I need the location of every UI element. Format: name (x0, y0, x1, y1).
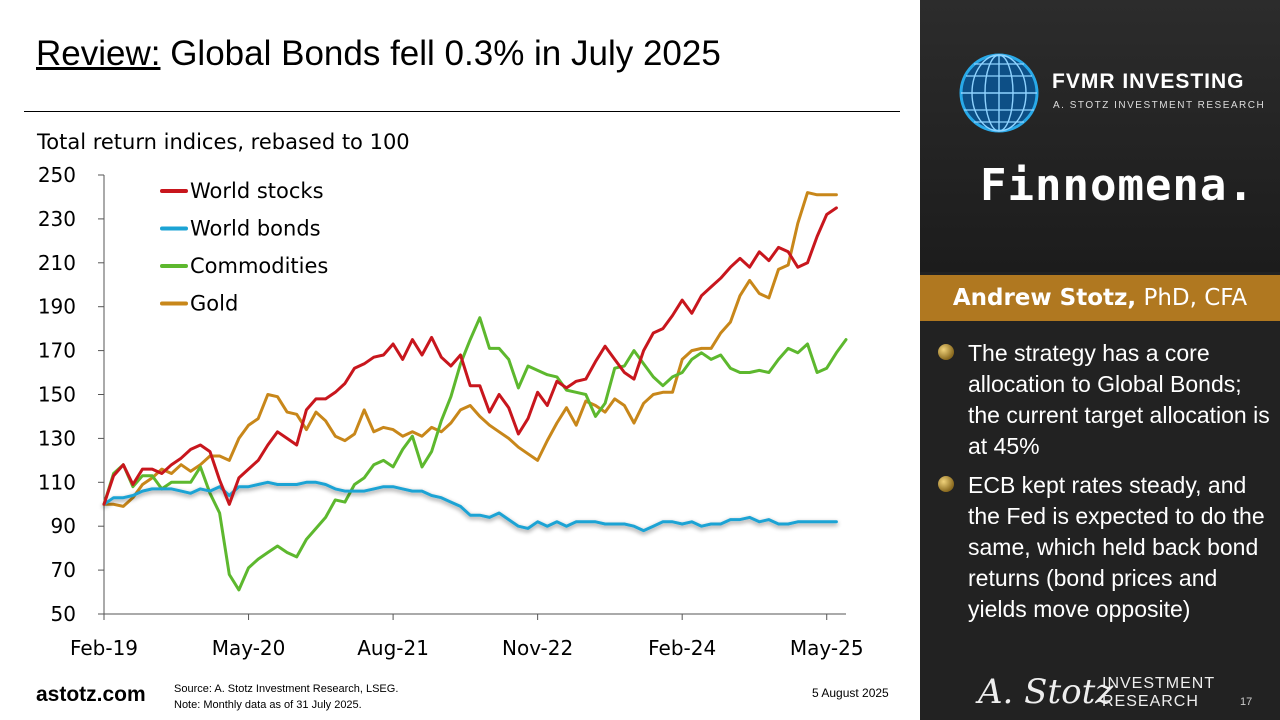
y-tick-label: 110 (38, 470, 76, 494)
brand-name: FVMR INVESTING (1052, 70, 1245, 93)
series-line-commodities (102, 316, 848, 592)
x-tick-label: Feb-19 (70, 636, 138, 660)
signature-logo: A. Stotz (978, 672, 1114, 712)
y-tick-label: 70 (51, 558, 76, 582)
bullet-text: The strategy has a core allocation to Gl… (968, 340, 1270, 459)
legend-label: Gold (190, 292, 238, 316)
source-text: Source: A. Stotz Investment Research, LS… (174, 683, 399, 695)
signature-line: INVESTMENT (1102, 675, 1216, 692)
chart-title: Total return indices, rebased to 100 (37, 130, 410, 154)
author-name: Andrew Stotz, (952, 285, 1137, 311)
right-panel: FVMR INVESTING A. STOTZ INVESTMENT RESEA… (920, 0, 1280, 720)
legend-label: World bonds (190, 217, 321, 241)
signature-line: RESEARCH (1102, 693, 1199, 710)
globe-icon (959, 53, 1039, 133)
title-prefix: Review: (36, 34, 161, 73)
footer-source: Source: A. Stotz Investment Research, LS… (174, 681, 398, 713)
x-tick-label: Feb-24 (648, 636, 716, 660)
brand-subtitle: A. STOTZ INVESTMENT RESEARCH (1053, 100, 1266, 111)
y-tick-label: 250 (38, 163, 76, 187)
bullet-list: The strategy has a core allocation to Gl… (938, 338, 1274, 633)
y-tick-label: 130 (38, 426, 76, 450)
bullet-item: ECB kept rates steady, and the Fed is ex… (938, 470, 1274, 625)
y-tick-label: 210 (38, 251, 76, 275)
note-text: Note: Monthly data as of 31 July 2025. (174, 699, 362, 711)
y-tick-label: 150 (38, 383, 76, 407)
series-line-world-bonds (102, 480, 838, 533)
brand-area (920, 0, 1280, 272)
bullet-icon (938, 476, 954, 492)
author-credentials: PhD, CFA (1136, 285, 1248, 311)
x-tick-label: Aug-21 (357, 636, 429, 660)
title-divider (24, 111, 900, 112)
y-tick-label: 90 (51, 514, 76, 538)
bullet-icon (938, 344, 954, 360)
series-line-gold (102, 191, 838, 508)
y-tick-label: 50 (51, 602, 76, 626)
x-tick-label: May-25 (790, 636, 864, 660)
x-tick-label: May-20 (212, 636, 286, 660)
title-rest: Global Bonds fell 0.3% in July 2025 (160, 34, 721, 73)
y-tick-label: 170 (38, 339, 76, 363)
slide-title: Review: Global Bonds fell 0.3% in July 2… (36, 34, 721, 74)
series-line-world-stocks (102, 206, 838, 506)
author-bar: Andrew Stotz, PhD, CFA (920, 275, 1280, 321)
bullet-item: The strategy has a core allocation to Gl… (938, 338, 1274, 462)
footer-website[interactable]: astotz.com (36, 683, 146, 706)
legend-label: Commodities (190, 254, 328, 278)
legend-label: World stocks (190, 179, 324, 203)
signature-caption: INVESTMENT RESEARCH (1102, 675, 1215, 711)
bullet-text: ECB kept rates steady, and the Fed is ex… (968, 472, 1265, 622)
footer-date: 5 August 2025 (812, 686, 889, 700)
page-number: 17 (1240, 696, 1253, 708)
line-chart: 50 70 90 110 130 150 170 190 210 230 250 Feb-19 May-… (38, 163, 864, 660)
partner-logo: Finnomena. (980, 160, 1255, 211)
y-tick-label: 190 (38, 295, 76, 319)
y-tick-label: 230 (38, 207, 76, 231)
x-tick-label: Nov-22 (502, 636, 573, 660)
